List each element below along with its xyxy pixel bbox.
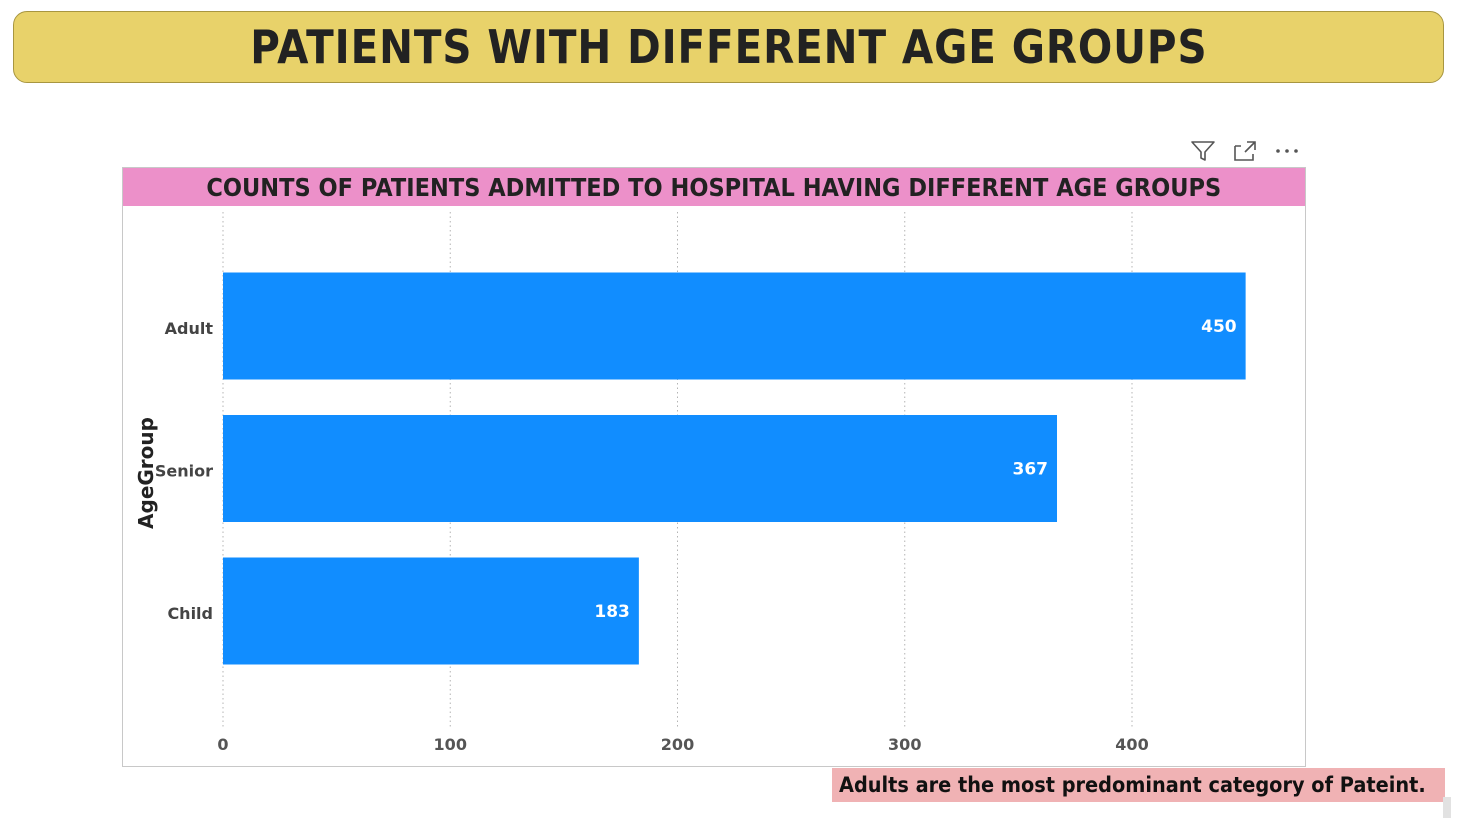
chart-title-bar: COUNTS OF PATIENTS ADMITTED TO HOSPITAL … bbox=[123, 168, 1305, 206]
focus-mode-icon[interactable] bbox=[1232, 138, 1258, 164]
x-tick-label: 0 bbox=[217, 735, 228, 754]
x-tick-label: 100 bbox=[434, 735, 467, 754]
scroll-corner bbox=[1443, 797, 1451, 818]
data-label: 183 bbox=[594, 602, 630, 622]
bar-chart-visual[interactable]: 0 100 200 300 400 450 Adult 367 Senior 183 Child Ag… bbox=[122, 167, 1306, 767]
bar-chart: 0 100 200 300 400 450 Adult 367 Senior 183 Child Ag… bbox=[134, 212, 1246, 754]
data-label: 450 bbox=[1201, 317, 1237, 337]
page-title: PATIENTS WITH DIFFERENT AGE GROUPS bbox=[249, 20, 1208, 74]
x-tick-label: 400 bbox=[1115, 735, 1148, 754]
y-category-label: Child bbox=[167, 604, 213, 623]
x-tick-label: 200 bbox=[661, 735, 694, 754]
y-category-label: Senior bbox=[155, 462, 213, 481]
filter-icon[interactable] bbox=[1190, 138, 1216, 164]
insight-note: Adults are the most predominant category… bbox=[832, 768, 1445, 802]
visual-toolbar bbox=[1190, 138, 1305, 164]
more-options-icon[interactable] bbox=[1274, 138, 1300, 164]
bar bbox=[223, 557, 639, 665]
y-category-label: Adult bbox=[165, 319, 214, 338]
bar bbox=[223, 272, 1246, 380]
insight-note-text: Adults are the most predominant category… bbox=[839, 773, 1426, 797]
y-axis-title: AgeGroup bbox=[134, 417, 158, 529]
data-label: 367 bbox=[1013, 460, 1049, 480]
bar bbox=[223, 415, 1058, 522]
chart-title: COUNTS OF PATIENTS ADMITTED TO HOSPITAL … bbox=[206, 172, 1222, 202]
page-banner: PATIENTS WITH DIFFERENT AGE GROUPS bbox=[13, 11, 1444, 83]
x-tick-label: 300 bbox=[888, 735, 921, 754]
